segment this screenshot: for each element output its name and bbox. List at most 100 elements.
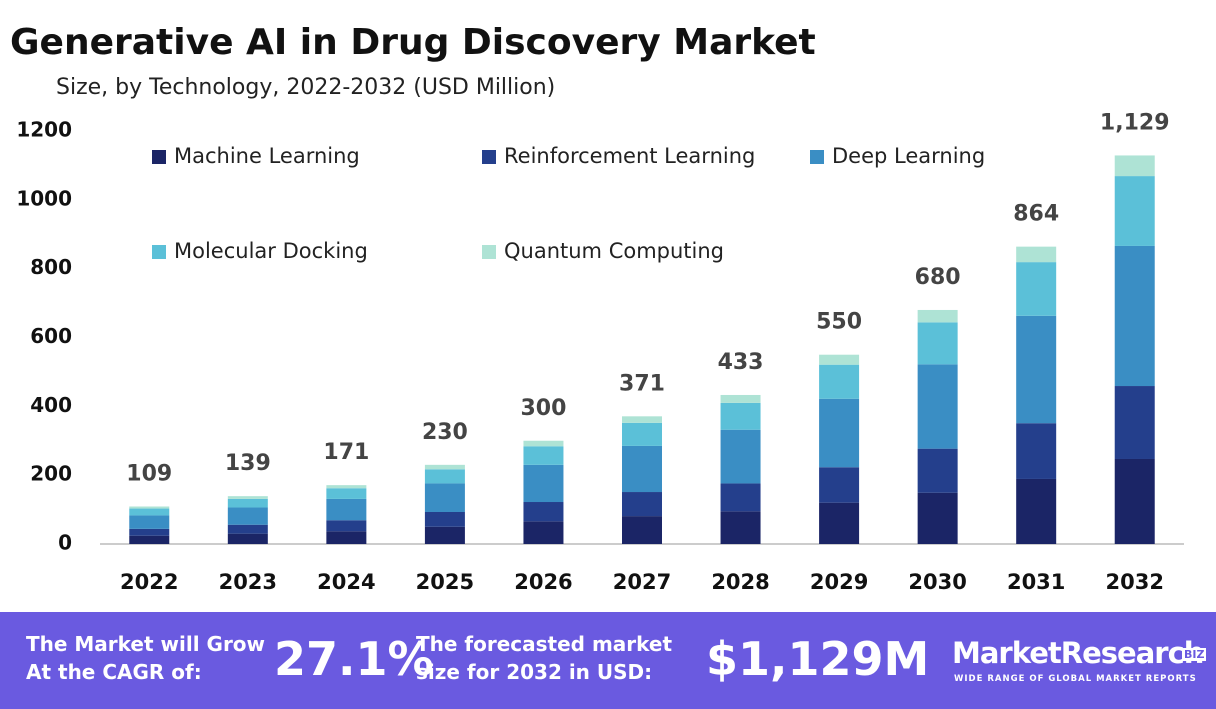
- x-tick-label: 2022: [120, 570, 178, 594]
- bar-segment: [523, 521, 564, 544]
- total-label: 171: [323, 440, 369, 465]
- bar-segment: [1016, 315, 1057, 424]
- bar-segment: [523, 464, 564, 503]
- brand: MarketResearch: [952, 636, 1204, 670]
- bar-segment: [129, 528, 170, 536]
- legend-swatch: [152, 150, 166, 164]
- bar-segment: [326, 520, 367, 532]
- bar-segment: [622, 516, 662, 544]
- bar-segment: [424, 469, 465, 484]
- forecast-text: The forecasted market size for 2032 in U…: [416, 632, 673, 684]
- bar-segment: [227, 498, 268, 508]
- legend-label: Machine Learning: [174, 144, 360, 168]
- cagr-value: 27.1%: [274, 632, 434, 686]
- y-tick-label: 1000: [16, 186, 72, 210]
- bar-segment: [129, 508, 170, 516]
- brand-suffix: BIZ: [1182, 648, 1207, 661]
- bar-segment: [227, 533, 268, 544]
- x-tick-label: 2030: [908, 570, 966, 594]
- x-tick-label: 2031: [1007, 570, 1065, 594]
- bar-segment: [326, 485, 367, 489]
- total-label: 139: [225, 451, 271, 476]
- x-tick-label: 2027: [613, 570, 671, 594]
- bar-segment: [1016, 478, 1057, 544]
- bar-segment: [424, 483, 465, 512]
- y-tick-label: 0: [58, 531, 72, 555]
- x-tick-label: 2029: [810, 570, 868, 594]
- bar-segment: [424, 464, 465, 470]
- y-tick-label: 600: [30, 324, 72, 348]
- total-label: 371: [619, 371, 665, 396]
- bar-segment: [819, 398, 860, 468]
- bar-segment: [720, 483, 761, 512]
- y-tick-label: 800: [30, 255, 72, 279]
- legend-label: Quantum Computing: [504, 239, 724, 263]
- bar-segment: [1114, 386, 1155, 459]
- bar-segment: [227, 507, 268, 525]
- legend-label: Reinforcement Learning: [504, 144, 755, 168]
- bar-segment: [129, 515, 170, 529]
- bar-segment: [1016, 246, 1057, 263]
- bar-segment: [424, 526, 465, 544]
- bar-segment: [523, 440, 564, 447]
- cagr-text: The Market will Grow At the CAGR of:: [26, 632, 266, 684]
- bar-segment: [720, 511, 761, 544]
- bar-segment: [720, 402, 761, 430]
- bar-segment: [622, 422, 662, 446]
- legend-swatch: [482, 245, 496, 259]
- bar-segment: [819, 502, 860, 544]
- chart-title: Generative AI in Drug Discovery Market: [10, 22, 816, 63]
- total-label: 680: [915, 265, 961, 290]
- bar-segment: [819, 364, 860, 399]
- bar-segment: [917, 322, 958, 365]
- x-tick-label: 2026: [514, 570, 572, 594]
- legend-swatch: [482, 150, 496, 164]
- legend-swatch: [152, 245, 166, 259]
- bar-segment: [523, 446, 564, 465]
- x-tick-label: 2028: [711, 570, 769, 594]
- bar-segment: [622, 416, 662, 423]
- bar-segment: [917, 492, 958, 544]
- bar-segment: [424, 511, 465, 527]
- y-tick-label: 1200: [16, 118, 72, 142]
- bar-segment: [819, 467, 860, 503]
- bar-segment: [1114, 245, 1155, 387]
- chart: Generative AI in Drug Discovery Market S…: [10, 22, 1184, 594]
- y-tick-label: 200: [30, 462, 72, 486]
- total-label: 864: [1013, 202, 1059, 227]
- total-label: 300: [520, 396, 566, 421]
- bar-segment: [1114, 155, 1155, 177]
- bar-segment: [227, 496, 268, 499]
- bar-segment: [326, 498, 367, 521]
- total-label: 433: [718, 350, 764, 375]
- bar-segment: [720, 429, 761, 484]
- bar-segment: [326, 531, 367, 544]
- bar-segment: [819, 354, 860, 365]
- x-tick-label: 2025: [416, 570, 474, 594]
- total-label: 230: [422, 420, 468, 445]
- y-tick-label: 400: [30, 393, 72, 417]
- tagline: WIDE RANGE OF GLOBAL MARKET REPORTS: [954, 674, 1197, 684]
- legend-swatch: [810, 150, 824, 164]
- bar-segment: [523, 502, 564, 522]
- bar-segment: [917, 364, 958, 449]
- total-label: 550: [816, 310, 862, 335]
- total-label: 1,129: [1100, 110, 1170, 135]
- bar-segment: [1114, 176, 1155, 246]
- bar-segment: [227, 524, 268, 534]
- bar-segment: [622, 445, 662, 493]
- bar-segment: [1114, 458, 1155, 544]
- bar-segment: [720, 394, 761, 403]
- footer: The Market will Grow At the CAGR of: 27.…: [0, 612, 1216, 709]
- bar-segment: [622, 492, 662, 517]
- chart-subtitle: Size, by Technology, 2022-2032 (USD Mill…: [56, 75, 555, 100]
- bar-segment: [1016, 262, 1057, 316]
- bar-segment: [129, 535, 170, 544]
- total-label: 109: [126, 461, 172, 486]
- forecast-value: $1,129M: [706, 632, 930, 686]
- x-tick-label: 2032: [1106, 570, 1164, 594]
- bar-segment: [917, 448, 958, 493]
- x-tick-label: 2024: [317, 570, 375, 594]
- legend-label: Deep Learning: [832, 144, 985, 168]
